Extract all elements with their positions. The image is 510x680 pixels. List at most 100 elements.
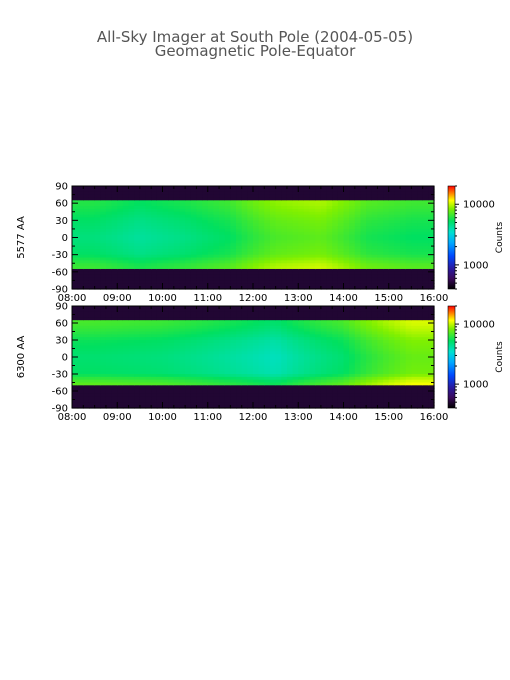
heatmap-cell	[275, 220, 282, 224]
heatmap-cell	[371, 308, 379, 313]
heatmap-cell	[151, 317, 158, 321]
heatmap-cell	[236, 334, 243, 338]
heatmap-cell	[207, 368, 215, 372]
heatmap-cell	[105, 214, 113, 219]
heatmap-cell	[145, 271, 152, 276]
heatmap-cell	[224, 354, 231, 358]
heatmap-cell	[337, 194, 345, 199]
heatmap-cell	[264, 211, 271, 216]
heatmap-cell	[411, 246, 418, 250]
heatmap-cell	[371, 223, 379, 227]
heatmap-cell	[236, 248, 243, 253]
heatmap-cell	[134, 323, 141, 327]
heatmap-cell	[247, 348, 254, 352]
heatmap-cell	[196, 317, 203, 321]
heatmap-cell	[117, 260, 124, 264]
heatmap-cell	[156, 277, 164, 282]
heatmap-cell	[286, 206, 294, 210]
heatmap-cell	[162, 368, 169, 372]
heatmap-cell	[173, 334, 181, 338]
heatmap-cell	[128, 274, 135, 279]
heatmap-cell	[326, 348, 333, 352]
heatmap-cell	[411, 254, 418, 259]
heatmap-cell	[264, 214, 271, 219]
heatmap-cell	[326, 194, 333, 199]
heatmap-cell	[145, 368, 152, 372]
heatmap-cell	[72, 194, 79, 199]
heatmap-cell	[241, 399, 248, 403]
heatmap-cell	[236, 385, 243, 389]
heatmap-cell	[94, 197, 101, 201]
heatmap-cell	[202, 214, 209, 219]
heatmap-cell	[128, 228, 135, 233]
heatmap-cell	[286, 197, 294, 201]
heatmap-cell	[371, 365, 379, 369]
heatmap-cell	[332, 334, 339, 338]
heatmap-cell	[320, 283, 328, 287]
heatmap-cell	[179, 263, 186, 267]
heatmap-cell	[281, 228, 288, 233]
heatmap-cell	[219, 237, 226, 241]
heatmap-cell	[405, 334, 412, 338]
heatmap-cell	[377, 257, 384, 261]
heatmap-cell	[354, 266, 362, 270]
heatmap-cell	[286, 354, 294, 358]
heatmap-cell	[196, 385, 203, 389]
heatmap-cell	[400, 388, 407, 392]
heatmap-cell	[128, 251, 135, 256]
heatmap-cell	[286, 311, 294, 316]
heatmap-cell	[332, 223, 339, 227]
heatmap-cell	[190, 283, 198, 287]
heatmap-cell	[303, 197, 311, 201]
heatmap-cell	[343, 211, 350, 216]
heatmap-cell	[202, 368, 209, 372]
heatmap-cell	[173, 186, 181, 190]
heatmap-cell	[315, 197, 322, 201]
heatmap-cell	[128, 306, 135, 310]
heatmap-cell	[337, 217, 345, 221]
heatmap-cell	[309, 311, 316, 316]
heatmap-cell	[275, 357, 282, 361]
heatmap-cell	[281, 240, 288, 244]
heatmap-cell	[315, 243, 322, 247]
heatmap-cell	[202, 268, 209, 273]
heatmap-cell	[207, 186, 215, 190]
heatmap-cell	[292, 351, 299, 355]
heatmap-cell	[117, 340, 124, 344]
heatmap-cell	[315, 345, 322, 350]
heatmap-cell	[139, 382, 147, 386]
heatmap-cell	[315, 337, 322, 341]
heatmap-cell	[332, 243, 339, 247]
heatmap-cell	[162, 263, 169, 267]
heatmap-cell	[83, 382, 90, 386]
heatmap-cell	[405, 368, 412, 372]
heatmap-cell	[258, 391, 265, 395]
heatmap-cell	[179, 334, 186, 338]
heatmap-cell	[151, 402, 158, 406]
heatmap-cell	[213, 357, 220, 361]
heatmap-cell	[111, 311, 118, 316]
heatmap-cell	[122, 286, 130, 290]
heatmap-cell	[377, 266, 384, 270]
heatmap-cell	[394, 194, 401, 199]
heatmap-cell	[145, 251, 152, 256]
heatmap-cell	[258, 345, 265, 350]
heatmap-cell	[315, 234, 322, 239]
heatmap-cell	[360, 191, 367, 196]
heatmap-cell	[190, 331, 198, 335]
heatmap-cell	[230, 280, 237, 284]
x-tick-label: 11:00	[193, 293, 222, 304]
heatmap-cell	[122, 268, 130, 273]
heatmap-cell	[100, 194, 107, 199]
heatmap-cell	[151, 263, 158, 267]
heatmap-cell	[247, 217, 254, 221]
heatmap-cell	[286, 257, 294, 261]
heatmap-cell	[394, 226, 401, 230]
heatmap-cell	[388, 188, 396, 193]
heatmap-cell	[128, 206, 135, 210]
heatmap-cell	[230, 274, 237, 279]
heatmap-cell	[264, 365, 271, 369]
heatmap-cell	[400, 208, 407, 213]
heatmap-cell	[286, 342, 294, 347]
heatmap-cell	[117, 268, 124, 273]
